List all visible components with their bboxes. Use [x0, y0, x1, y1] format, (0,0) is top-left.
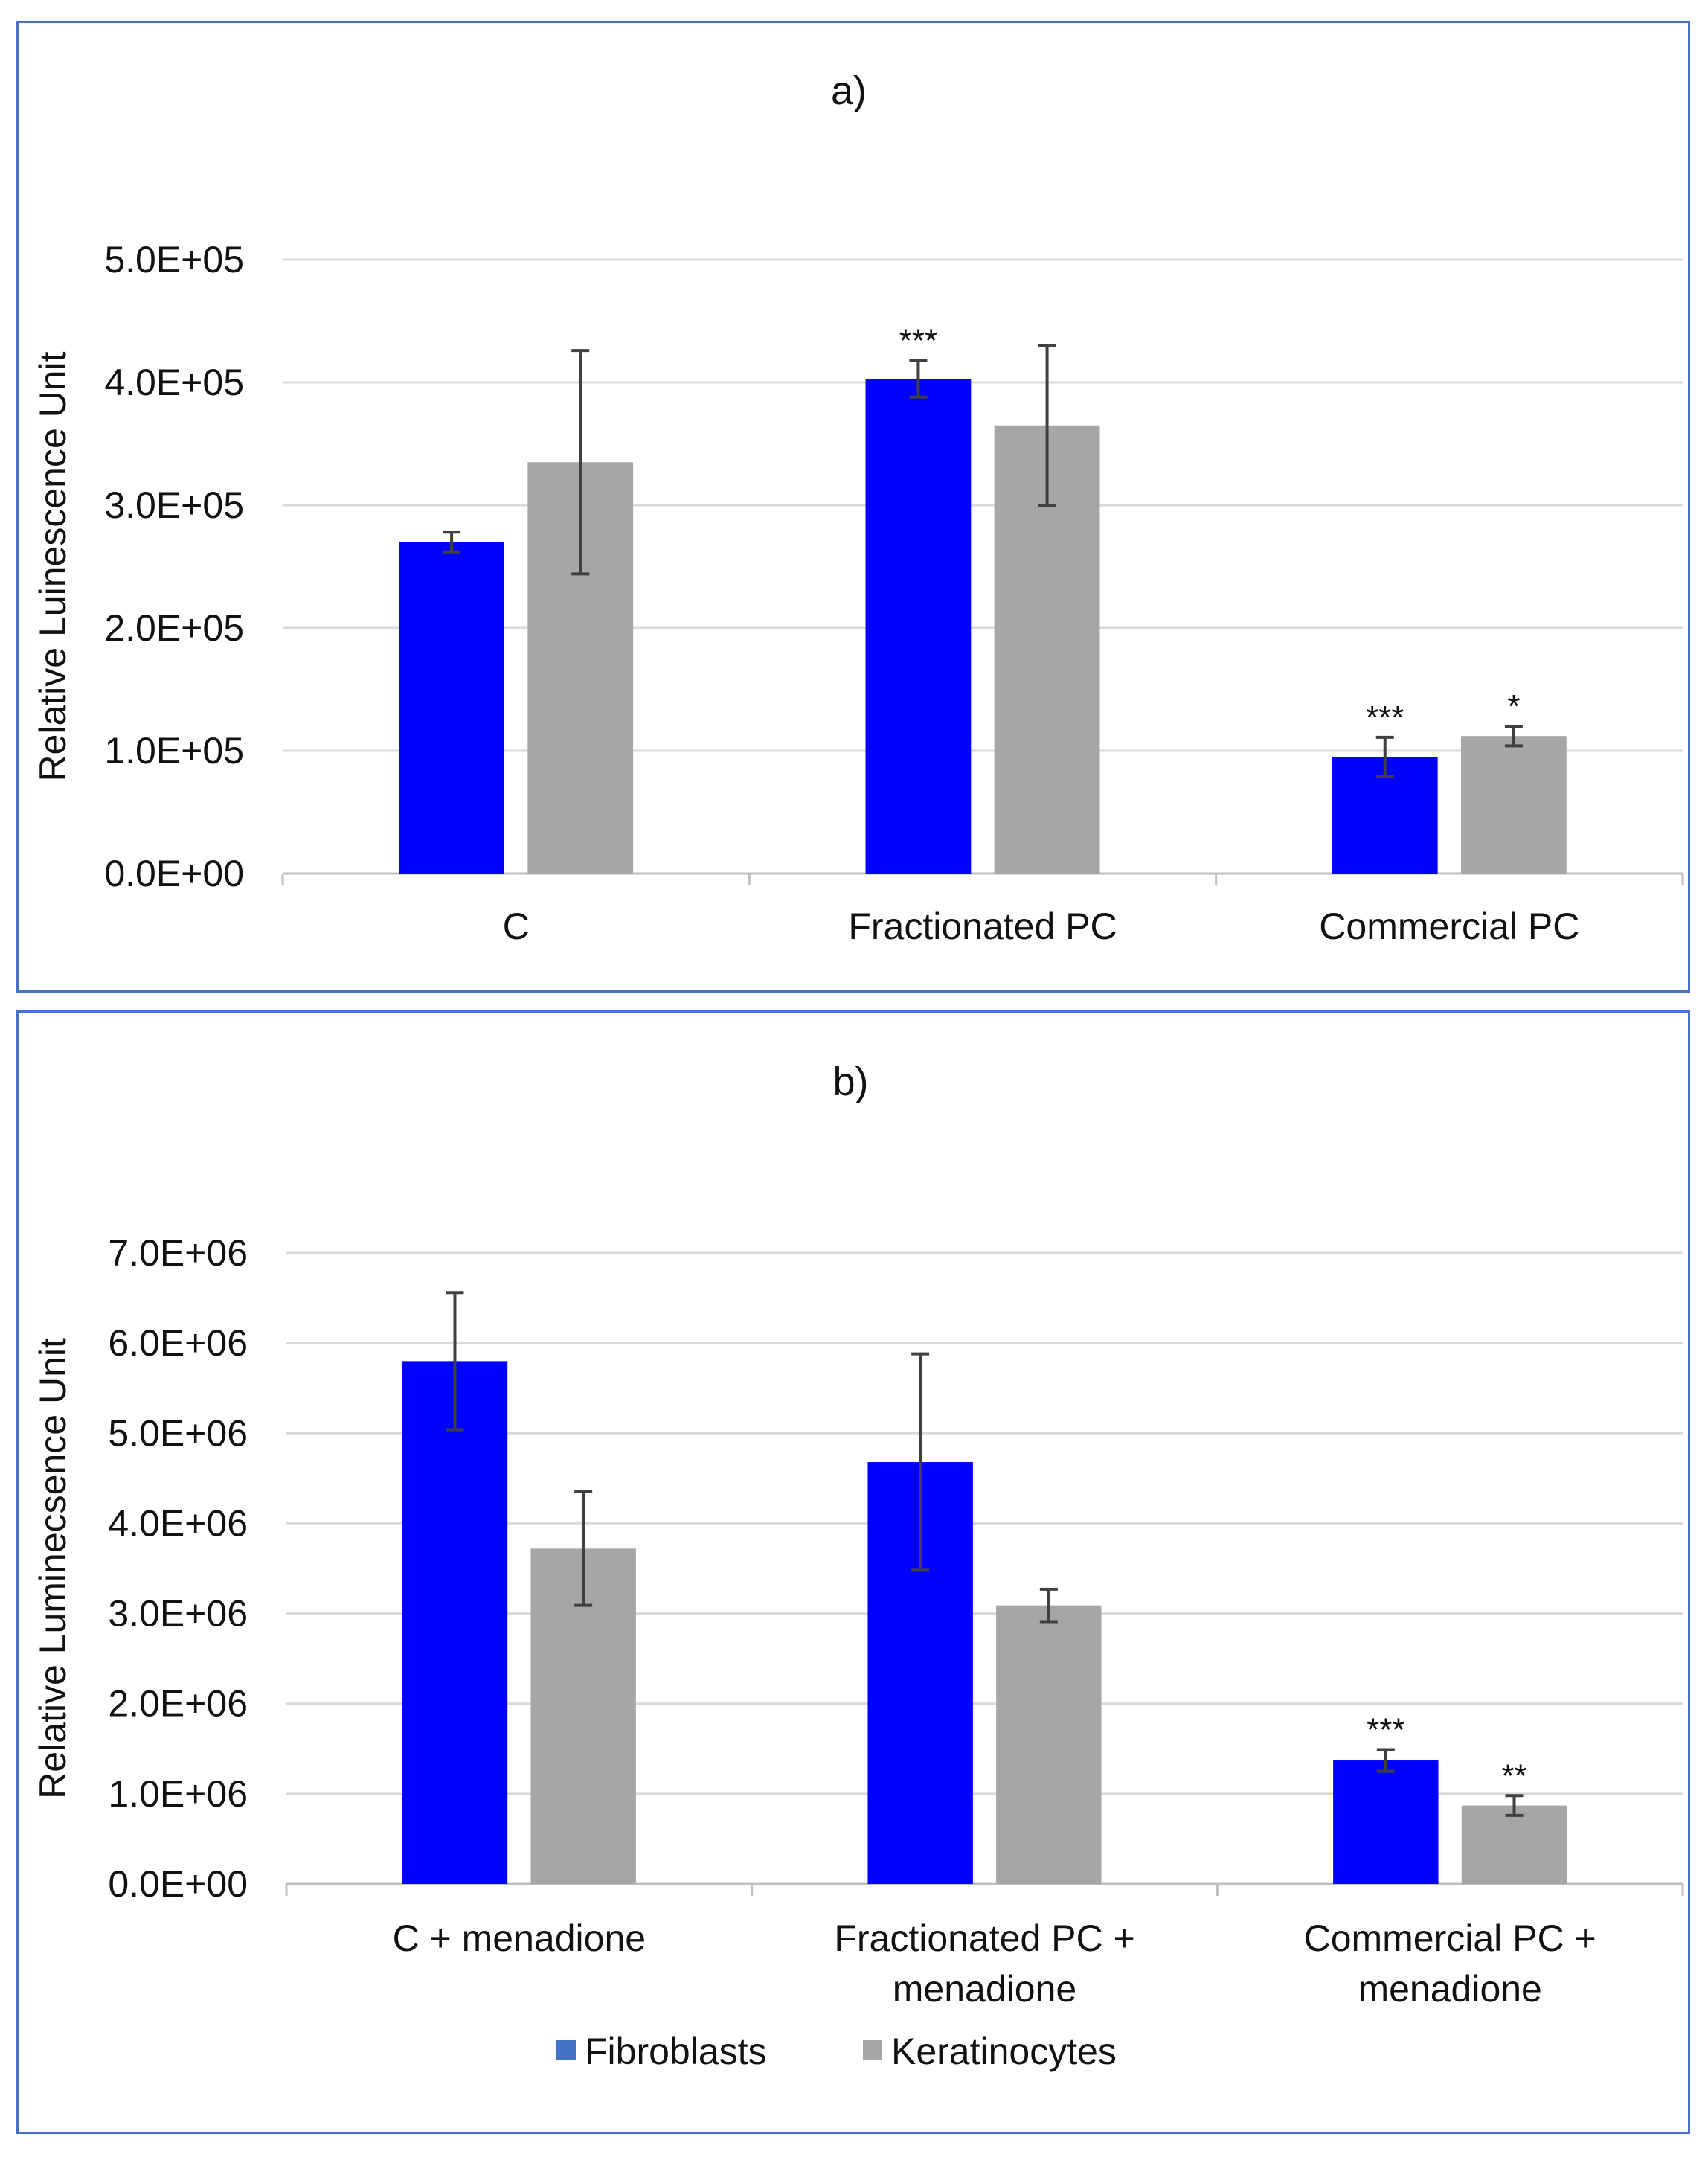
x-category-label: Fractionated PC + [834, 1917, 1134, 1959]
y-tick-label: 6.0E+06 [108, 1322, 248, 1364]
bar-keratinocytes-3 [1461, 1805, 1567, 1884]
y-axis-label: Relative Luinescence Unit [32, 351, 74, 781]
bar-fibroblasts-1 [402, 1361, 508, 1884]
significance-label: *** [1367, 1711, 1404, 1748]
y-tick-label: 4.0E+06 [108, 1502, 248, 1544]
chart-panel-b [16, 1010, 1690, 2134]
bar-keratinocytes-3 [1461, 736, 1567, 874]
y-tick-label: 1.0E+05 [104, 730, 244, 772]
significance-label: * [1507, 688, 1520, 725]
x-category-label: menadione [893, 1968, 1076, 2010]
chart-a: a) 0.0E+00 1.0E+05 2.0E+05 3.0E+05 4.0E+05 5.0… [32, 68, 1684, 947]
x-category-label: Fractionated PC [848, 906, 1117, 947]
y-tick-label: 0.0E+00 [108, 1863, 248, 1905]
legend-label-keratinocytes: Keratinocytes [891, 2031, 1117, 2072]
chart-title: b) [832, 1060, 868, 1104]
y-tick-label: 4.0E+05 [104, 362, 244, 403]
x-category-label: Commercial PC + [1304, 1917, 1596, 1959]
bar-fibroblasts-3 [1333, 1760, 1439, 1884]
y-tick-label: 0.0E+00 [104, 853, 244, 894]
legend-label-fibroblasts: Fibroblasts [585, 2031, 767, 2072]
y-tick-label: 5.0E+05 [104, 239, 244, 281]
x-category-label: C [503, 906, 530, 947]
x-category-label: C + menadione [393, 1917, 646, 1959]
bar-fibroblasts-1 [399, 542, 504, 874]
y-tick-label: 2.0E+06 [108, 1683, 248, 1725]
y-tick-label: 2.0E+05 [104, 607, 244, 649]
y-tick-label: 7.0E+06 [108, 1232, 248, 1274]
y-tick-label: 3.0E+06 [108, 1593, 248, 1635]
bar-fibroblasts-2 [865, 379, 972, 874]
y-tick-label: 1.0E+06 [108, 1773, 248, 1815]
x-category-label: Commercial PC [1319, 906, 1579, 947]
y-tick-label: 3.0E+05 [104, 484, 244, 526]
legend-swatch-keratinocytes [863, 2040, 882, 2060]
significance-label: *** [899, 322, 937, 359]
legend-swatch-fibroblasts [556, 2040, 576, 2060]
significance-label: ** [1501, 1757, 1526, 1794]
bar-keratinocytes-2 [996, 1605, 1102, 1884]
significance-label: *** [1366, 699, 1404, 736]
x-category-label: menadione [1358, 1968, 1541, 2010]
y-axis-label: Relative Luminecsence Unit [32, 1338, 74, 1799]
y-tick-label: 5.0E+06 [108, 1412, 248, 1454]
chart-title: a) [831, 68, 867, 113]
